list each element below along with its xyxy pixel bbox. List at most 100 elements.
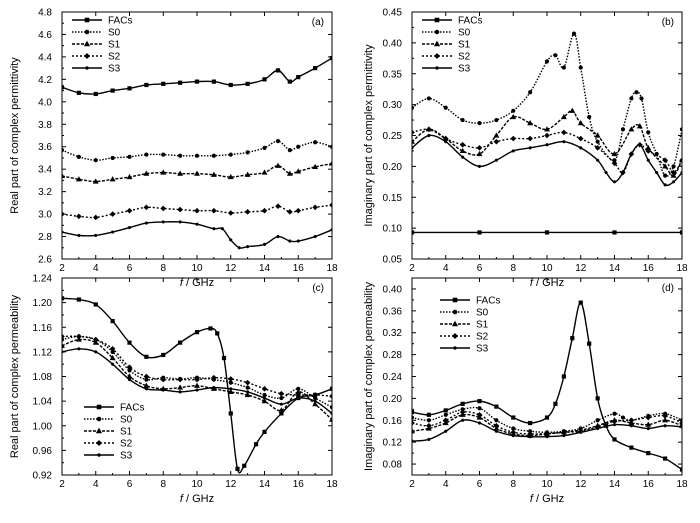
data-point-s3	[663, 424, 667, 428]
data-point-facs	[161, 81, 166, 86]
y-tick-label: 4.0	[38, 97, 52, 108]
data-point-facs	[578, 300, 583, 305]
data-point-s2	[426, 422, 432, 429]
legend-marker	[97, 453, 101, 457]
x-axis-label: f / GHz	[180, 493, 214, 505]
series-line-s1	[412, 413, 682, 437]
data-point-s1	[312, 163, 319, 170]
x-tick-label: 8	[510, 479, 516, 490]
data-point-facs	[110, 88, 115, 93]
data-point-s0	[544, 59, 550, 64]
panel-1: 2 4 6 8 10 12 14 16 18 0.05 0.10 0.15 0.20 0.25 0.30 0.…	[363, 8, 688, 290]
series-line-s0	[412, 32, 682, 177]
data-point-facs	[245, 81, 250, 86]
data-point-s2	[275, 203, 281, 210]
y-tick-label: 0.10	[383, 224, 403, 235]
data-point-s2	[679, 157, 682, 164]
x-tick-label: 6	[477, 263, 483, 274]
x-tick-label: 8	[510, 263, 516, 274]
data-point-s2	[194, 376, 200, 383]
data-point-facs	[262, 429, 267, 435]
panel-2: 2 4 6 8 10 12 14 16 18 0.92 0.96 1.00 1.04 1.08 1.12 1.…	[9, 274, 338, 506]
data-point-s1	[636, 123, 643, 129]
y-tick-label: 3.0	[38, 210, 52, 221]
data-point-s2	[476, 145, 483, 151]
x-tick-label: 4	[93, 263, 99, 274]
data-point-s1	[177, 170, 184, 176]
data-point-s1	[160, 169, 167, 175]
x-tick-label: 14	[259, 263, 271, 274]
data-point-facs	[127, 340, 132, 345]
data-point-s3	[528, 435, 532, 439]
panel-tag: (c)	[312, 283, 324, 294]
x-tick-label: 4	[93, 479, 99, 490]
data-point-s2	[510, 135, 517, 142]
legend-marker	[83, 52, 91, 60]
y-tick-label: 0.32	[383, 328, 403, 339]
panel-0: 2 4 6 8 10 12 14 16 18 2.6 2.8 3.0 3.2 3.4 3.6 3.8 4.0 4.…	[9, 8, 338, 290]
data-point-s0	[426, 418, 431, 423]
y-tick-label: 3.6	[38, 142, 52, 153]
data-point-s3	[77, 233, 81, 238]
data-point-s3	[629, 152, 633, 156]
x-tick-label: 2	[409, 263, 415, 274]
data-point-s3	[562, 140, 566, 144]
data-point-s3	[477, 421, 482, 425]
data-point-s3	[111, 362, 115, 366]
y-tick-label: 0.96	[33, 446, 53, 457]
data-point-s0	[528, 90, 533, 95]
data-point-facs	[110, 318, 115, 324]
legend-marker	[433, 40, 441, 47]
x-axis-label: f / GHz	[530, 493, 564, 505]
y-tick-label: 3.2	[38, 187, 52, 198]
x-axis-label: f / GHz	[180, 277, 214, 289]
data-point-facs	[275, 68, 281, 73]
plot-frame	[411, 277, 683, 476]
data-point-facs	[587, 341, 592, 346]
x-tick-label: 8	[160, 263, 166, 274]
data-point-facs	[242, 463, 247, 468]
legend-marker	[451, 332, 459, 340]
data-point-facs	[443, 408, 448, 413]
series-line-facs	[62, 57, 332, 95]
data-point-s1	[92, 178, 99, 184]
data-point-s1	[261, 169, 268, 175]
x-tick-label: 14	[609, 479, 621, 490]
data-point-s2	[278, 390, 285, 397]
data-point-s3	[612, 180, 617, 184]
data-point-s0	[663, 173, 668, 178]
data-point-s0	[313, 140, 318, 145]
legend-label-s1: S1	[108, 40, 121, 51]
data-point-s1	[75, 336, 82, 342]
data-point-s1	[75, 176, 82, 182]
data-point-s1	[244, 171, 251, 177]
x-tick-label: 12	[225, 263, 237, 274]
y-tick-label: 1.24	[33, 274, 53, 285]
data-point-s2	[459, 409, 466, 415]
data-point-facs	[629, 445, 634, 450]
data-point-s0	[245, 385, 250, 390]
data-point-s2	[670, 169, 677, 176]
x-tick-label: 18	[326, 263, 338, 274]
legend-label-s1: S1	[458, 40, 471, 51]
data-point-s3	[220, 227, 224, 231]
data-point-s2	[645, 414, 652, 421]
data-point-facs	[477, 230, 482, 235]
y-tick-label: 4.4	[38, 52, 52, 63]
legend-label-facs: FACs	[120, 403, 144, 414]
data-point-s2	[92, 214, 99, 221]
panel-tag: (d)	[662, 283, 674, 294]
data-point-facs	[161, 352, 166, 358]
data-point-s2	[160, 376, 167, 383]
data-point-s3	[288, 239, 292, 243]
data-point-s2	[261, 386, 268, 392]
data-point-facs	[228, 82, 233, 88]
data-point-s0	[275, 139, 281, 144]
y-tick-label: 1.04	[33, 397, 53, 408]
data-point-s2	[126, 207, 133, 214]
data-point-s0	[553, 53, 558, 58]
data-point-s3	[94, 350, 98, 354]
data-point-s2	[261, 207, 268, 214]
data-point-s2	[287, 209, 293, 215]
data-point-facs	[62, 85, 65, 90]
